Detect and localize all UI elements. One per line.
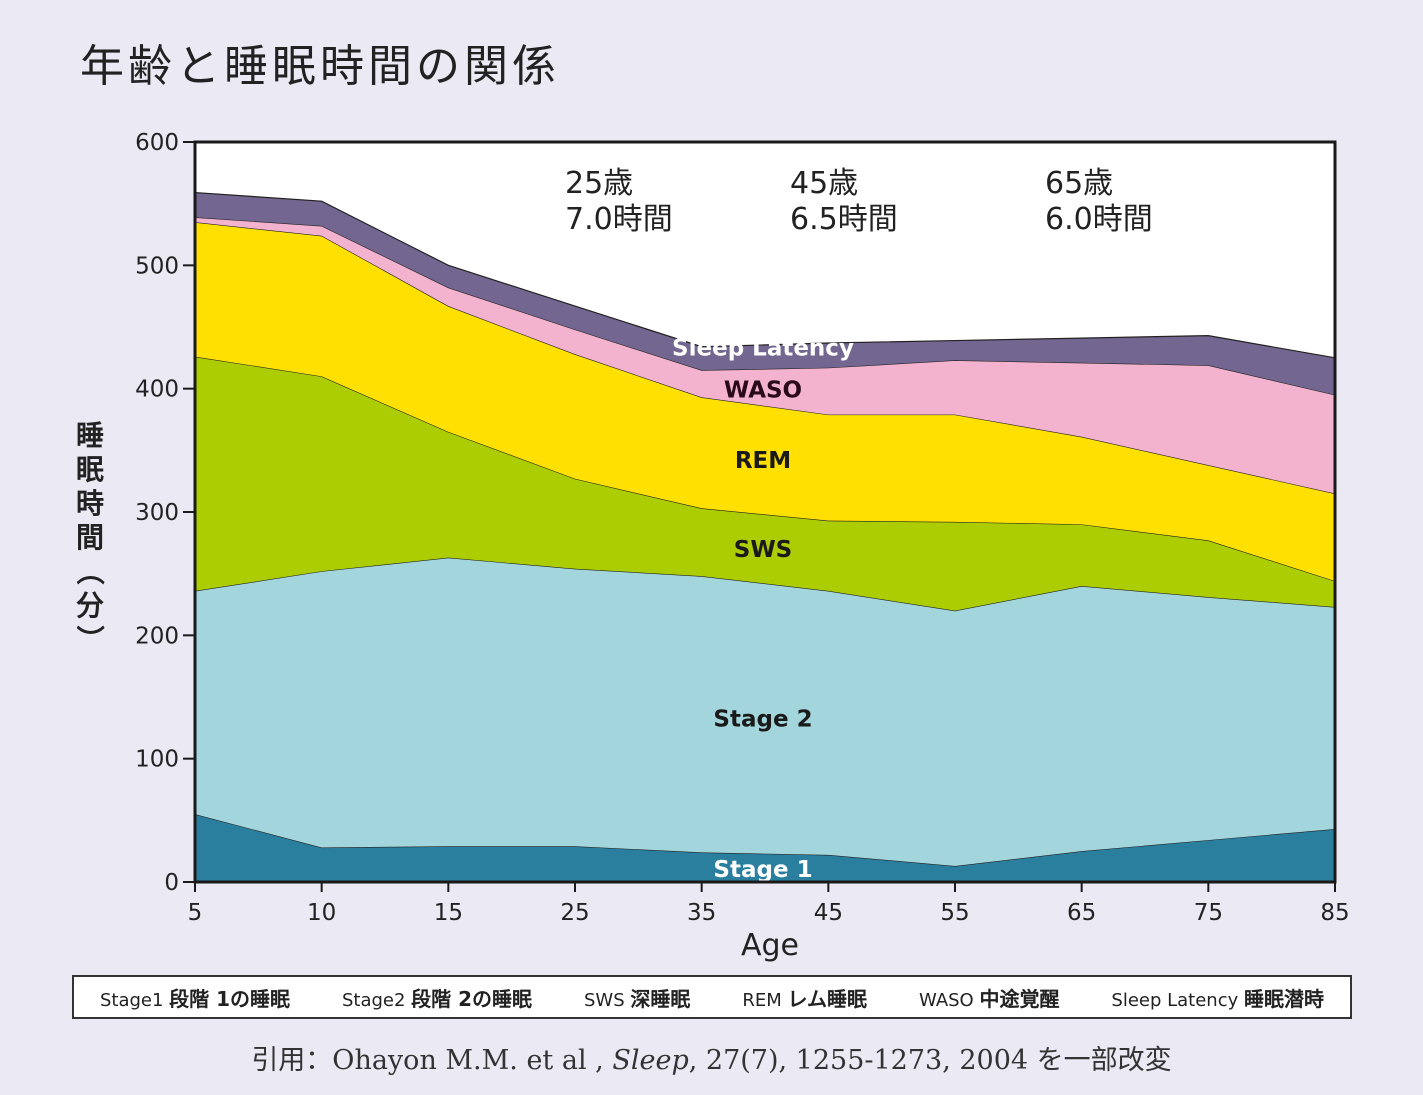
annotation-hours: 7.0時間: [565, 202, 673, 237]
label-rem: REM: [735, 448, 791, 474]
area-rem: [195, 222, 1335, 582]
y-tick-label: 600: [135, 130, 179, 156]
layer-labels: Stage 1 Stage 2 SWS REM WASO Sleep Latency: [672, 335, 854, 883]
legend-entry: Sleep Latency 睡眠潜時: [1111, 983, 1324, 1012]
area-layers: [194, 191, 1336, 882]
legend-jp: 段階 2の睡眠: [411, 986, 533, 1011]
legend-code: Stage1: [99, 989, 170, 1011]
y-title-char: 分: [76, 589, 104, 622]
x-tick-label: 75: [1194, 900, 1223, 926]
legend-jp: 段階 1の睡眠: [169, 986, 291, 1011]
y-tick-label: 200: [135, 623, 179, 649]
label-waso: WASO: [724, 377, 802, 403]
y-title-char: 眠: [76, 453, 104, 486]
annotation-hours: 6.5時間: [790, 202, 898, 237]
x-axis: 5 10 15 25 35 45 55 65 75 85: [188, 882, 1350, 926]
annotation-age: 45歳: [790, 166, 858, 201]
x-tick-label: 35: [687, 900, 716, 926]
area-waso: [195, 217, 1335, 494]
y-axis: 0 100 200 300 400 500 600: [135, 130, 195, 896]
legend-entry: Stage1 段階 1の睡眠: [100, 983, 290, 1012]
legend-entry: REM レム睡眠: [742, 983, 867, 1012]
legend: Stage1 段階 1の睡眠 Stage2 段階 2の睡眠 SWS 深睡眠 REM レ…: [72, 975, 1352, 1019]
x-tick-label: 10: [307, 900, 336, 926]
area-latency: [195, 192, 1335, 395]
y-tick-label: 400: [135, 377, 179, 403]
citation-prefix: 引用：Ohayon M.M. et al ,: [251, 1045, 604, 1076]
area-stage1: [195, 814, 1335, 882]
x-tick-label: 45: [814, 900, 843, 926]
y-title-char: 時: [76, 487, 104, 520]
citation-suffix: , 27(7), 1255-1273, 2004 を一部改変: [688, 1045, 1172, 1076]
y-title-char: 間: [76, 521, 104, 554]
y-tick-label: 500: [135, 253, 179, 279]
x-tick-label: 55: [940, 900, 969, 926]
citation: 引用：Ohayon M.M. et al , Sleep, 27(7), 125…: [0, 1038, 1423, 1077]
label-latency: Sleep Latency: [672, 335, 854, 361]
label-stage1: Stage 1: [713, 857, 812, 883]
legend-code: Sleep Latency: [1111, 989, 1244, 1011]
stacked-area-chart: Stage 1 Stage 2 SWS REM WASO Sleep Latency 25…: [73, 130, 1350, 963]
legend-jp: 深睡眠: [630, 986, 691, 1011]
page-title: 年齢と睡眠時間の関係: [80, 41, 560, 92]
y-tick-label: 0: [164, 870, 179, 896]
x-tick-label: 15: [434, 900, 463, 926]
legend-entry: SWS 深睡眠: [584, 983, 690, 1012]
legend-code: Stage2: [341, 989, 412, 1011]
annotation-hours: 6.0時間: [1045, 202, 1153, 237]
boundary-latency: [194, 191, 1336, 359]
x-axis-title: Age: [741, 928, 799, 963]
y-title-char: 睡: [76, 419, 104, 452]
y-axis-title: 睡眠時間 （ 分 ）: [73, 419, 106, 653]
x-tick-label: 65: [1067, 900, 1096, 926]
citation-journal: Sleep: [612, 1045, 689, 1076]
label-sws: SWS: [734, 537, 793, 563]
annotation-age: 25歳: [565, 166, 633, 201]
x-tick-label: 5: [188, 900, 203, 926]
y-title-char: （: [73, 557, 106, 585]
legend-jp: 睡眠潜時: [1243, 986, 1324, 1011]
legend-entry: Stage2 段階 2の睡眠: [342, 983, 532, 1012]
area-sws: [195, 356, 1335, 611]
legend-jp: 中途覚醒: [979, 986, 1060, 1011]
y-tick-label: 100: [135, 747, 179, 773]
y-tick-label: 300: [135, 500, 179, 526]
legend-entry: WASO 中途覚醒: [919, 983, 1059, 1012]
legend-code: SWS: [584, 989, 631, 1011]
x-tick-label: 85: [1320, 900, 1349, 926]
label-stage2: Stage 2: [713, 707, 812, 733]
annotation-age: 65歳: [1045, 166, 1113, 201]
area-stage2: [195, 557, 1335, 866]
legend-jp: レム睡眠: [787, 986, 868, 1011]
legend-code: REM: [742, 989, 788, 1011]
y-title-char: ）: [73, 625, 106, 653]
legend-code: WASO: [919, 989, 980, 1011]
x-tick-label: 25: [560, 900, 589, 926]
